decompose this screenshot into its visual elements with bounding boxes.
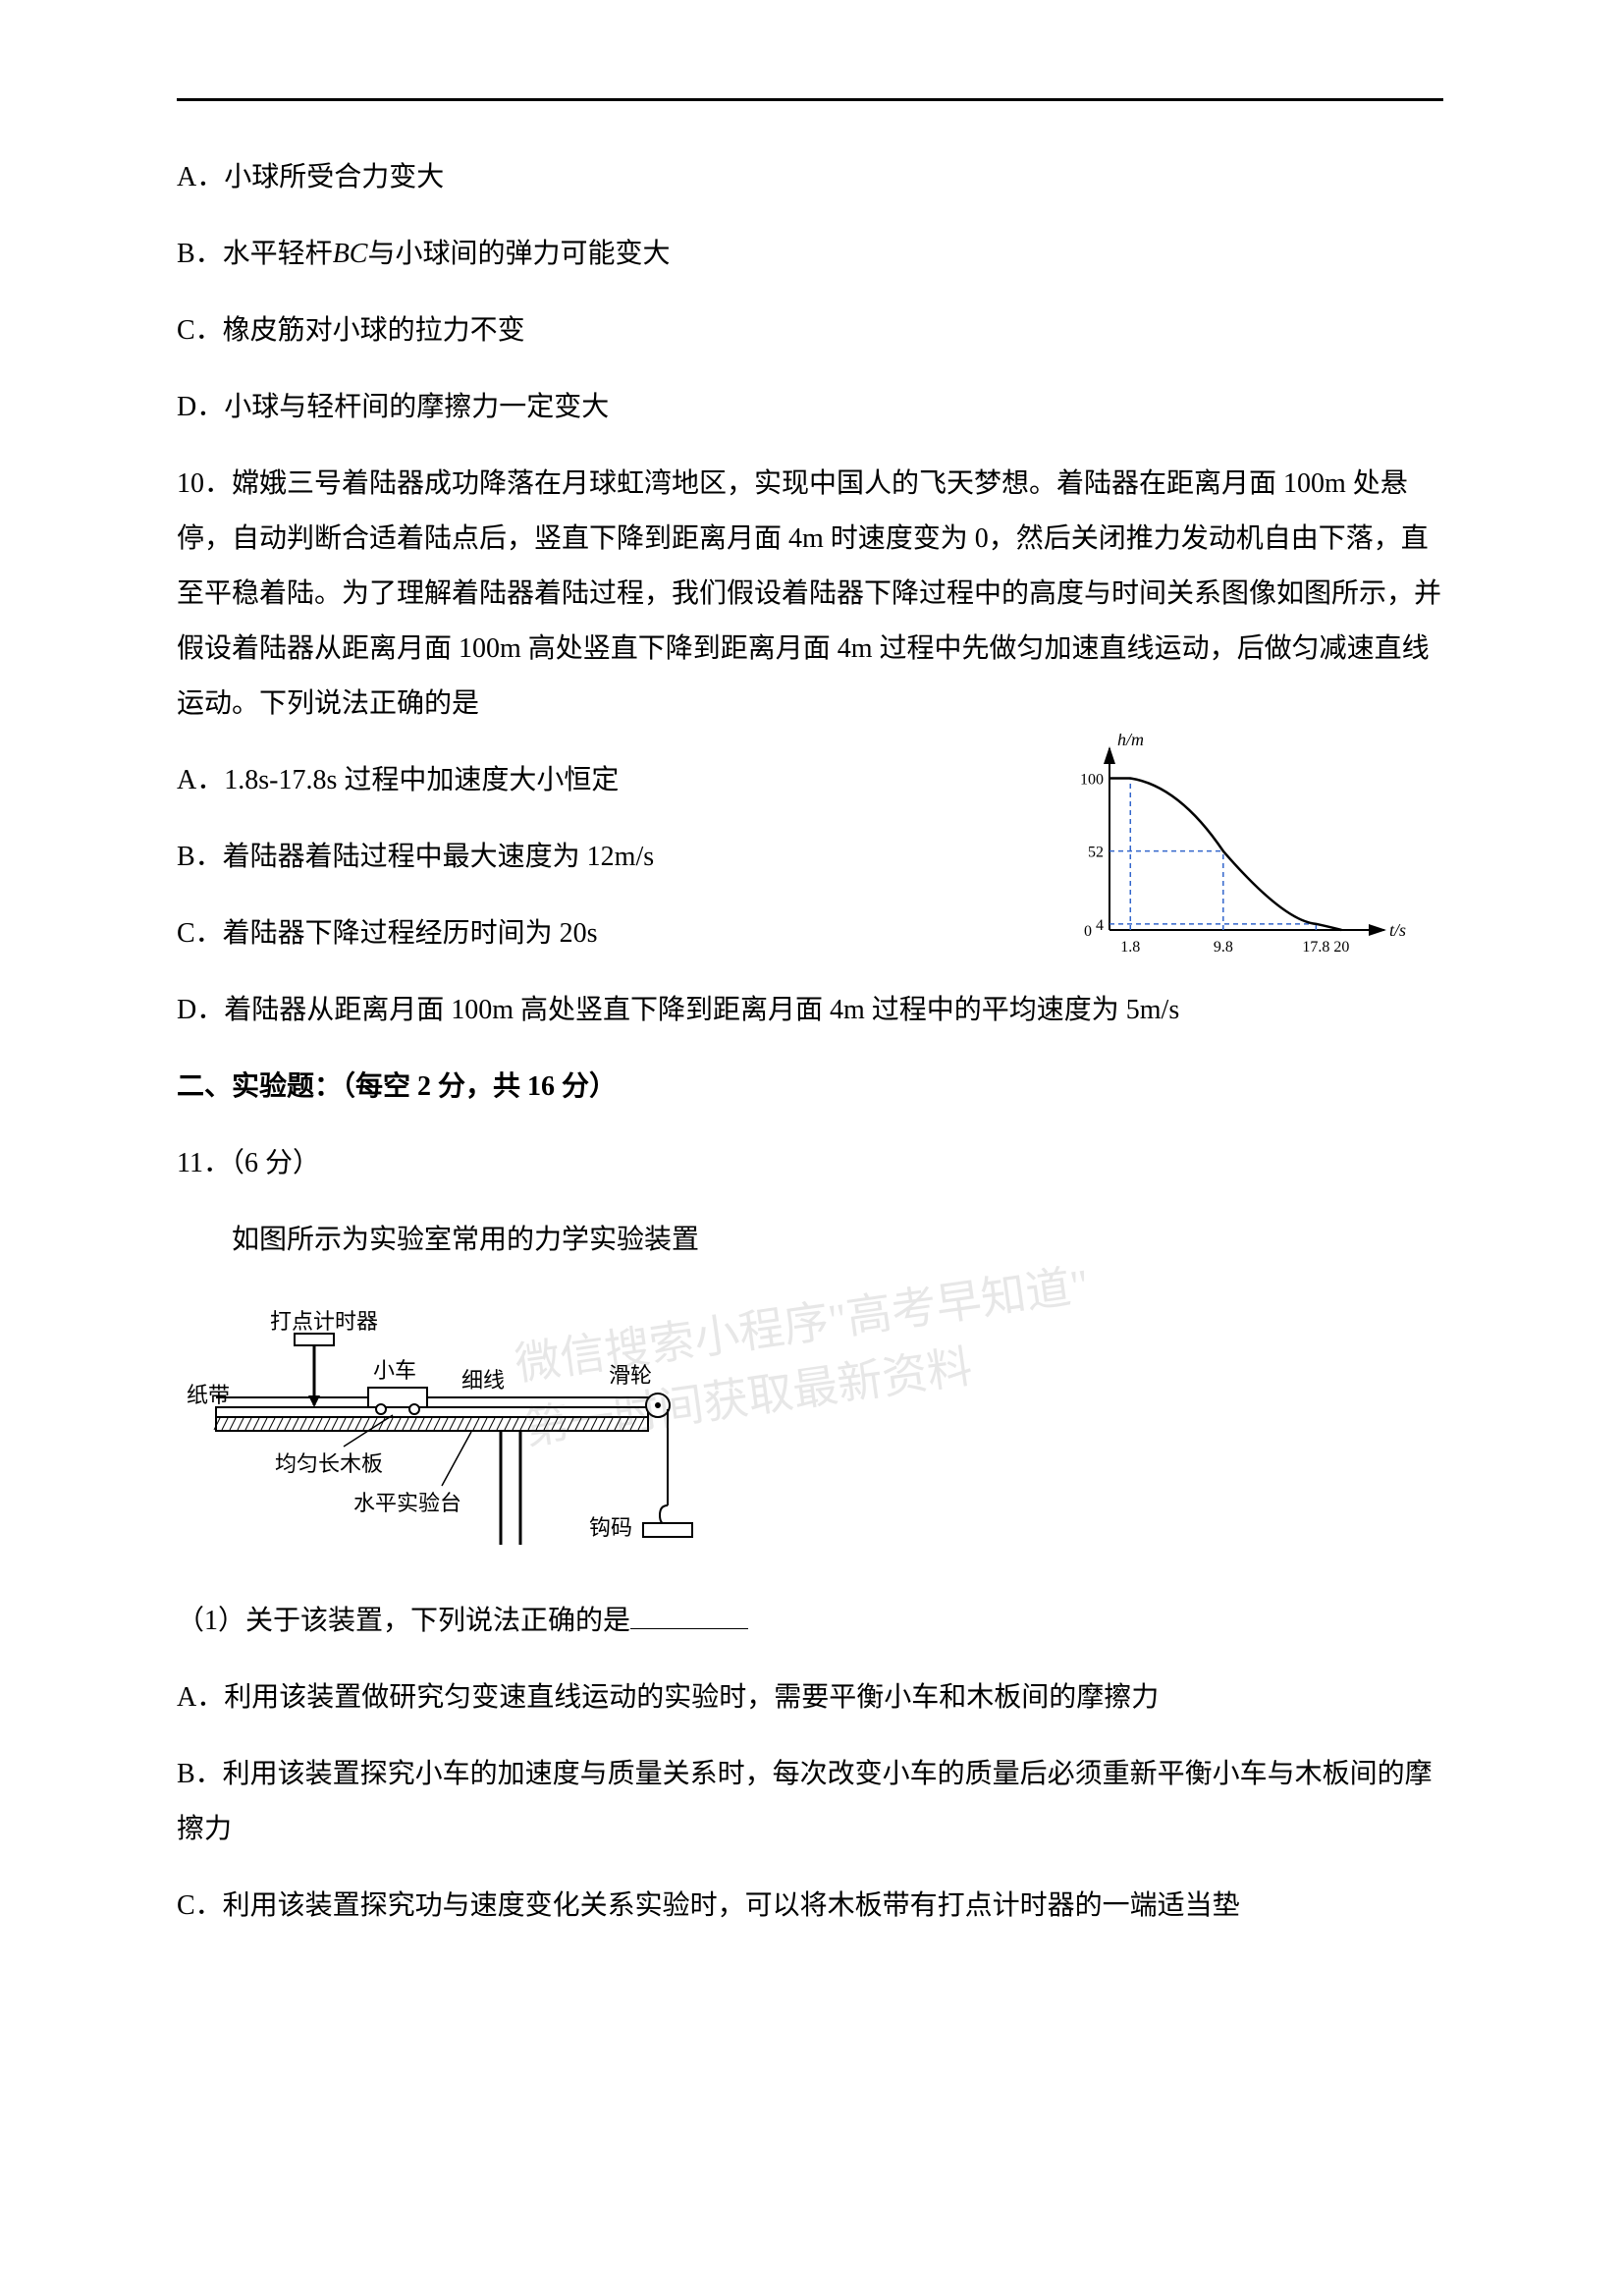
- q10-chart: t/s h/m 04 52 100 1.8 9.8 17.820: [1060, 734, 1414, 969]
- svg-text:均匀长木板: 均匀长木板: [275, 1451, 383, 1476]
- svg-text:4: 4: [1096, 917, 1104, 934]
- svg-text:9.8: 9.8: [1214, 939, 1233, 956]
- svg-text:h/m: h/m: [1117, 734, 1144, 749]
- svg-text:1.8: 1.8: [1120, 939, 1140, 956]
- q9-b-pre: B．水平轻杆: [177, 239, 333, 269]
- svg-text:打点计时器: 打点计时器: [270, 1309, 378, 1334]
- svg-text:滑轮: 滑轮: [609, 1363, 652, 1388]
- svg-text:17.8: 17.8: [1302, 939, 1329, 956]
- q10-stem: 10．嫦娥三号着陆器成功降落在月球虹湾地区，实现中国人的飞天梦想。着陆器在距离月…: [177, 457, 1443, 732]
- svg-text:水平实验台: 水平实验台: [353, 1491, 461, 1515]
- q11-option-a: A．利用该装置做研究匀变速直线运动的实验时，需要平衡小车和木板间的摩擦力: [177, 1670, 1443, 1725]
- q10-option-a: A．1.8s-17.8s 过程中加速度大小恒定: [177, 753, 1060, 808]
- q10-option-b: B．着陆器着陆过程中最大速度为 12m/s: [177, 830, 1060, 885]
- q9-option-d: D．小球与轻杆间的摩擦力一定变大: [177, 380, 1443, 435]
- q11-sub1-text: （1）关于该装置，下列说法正确的是: [177, 1606, 630, 1636]
- svg-text:小车: 小车: [373, 1358, 416, 1383]
- q11-option-b: B．利用该装置探究小车的加速度与质量关系时，每次改变小车的质量后必须重新平衡小车…: [177, 1747, 1443, 1857]
- svg-text:100: 100: [1080, 771, 1104, 788]
- q9-b-post: 与小球间的弹力可能变大: [367, 239, 670, 269]
- svg-text:t/s: t/s: [1389, 920, 1406, 940]
- q11-option-c: C．利用该装置探究功与速度变化关系实验时，可以将木板带有打点计时器的一端适当垫: [177, 1879, 1443, 1934]
- q10-option-d: D．着陆器从距离月面 100m 高处竖直下降到距离月面 4m 过程中的平均速度为…: [177, 983, 1443, 1038]
- page-content: A．小球所受合力变大 B．水平轻杆BC与小球间的弹力可能变大 C．橡皮筋对小球的…: [177, 98, 1443, 1955]
- svg-text:52: 52: [1088, 845, 1104, 861]
- q10-options-wrap: A．1.8s-17.8s 过程中加速度大小恒定 B．着陆器着陆过程中最大速度为 …: [177, 753, 1443, 1038]
- q10-option-c: C．着陆器下降过程经历时间为 20s: [177, 906, 1060, 961]
- q11-diagram: 纸带 打点计时器小车 细线 滑轮均匀长木板水平实验台钩码: [177, 1289, 727, 1564]
- q11-intro: 如图所示为实验室常用的力学实验装置: [177, 1213, 1443, 1268]
- q9-b-var: BC: [333, 239, 368, 269]
- q11-sub1: （1）关于该装置，下列说法正确的是: [177, 1594, 1443, 1649]
- q9-option-c: C．橡皮筋对小球的拉力不变: [177, 303, 1443, 358]
- q11-header: 11．（6 分）: [177, 1136, 1443, 1191]
- svg-text:钩码: 钩码: [589, 1515, 632, 1540]
- svg-text:0: 0: [1084, 923, 1092, 940]
- svg-text:纸带: 纸带: [187, 1383, 230, 1407]
- svg-text:20: 20: [1333, 939, 1349, 956]
- section2-title: 二、实验题：（每空 2 分，共 16 分）: [177, 1060, 1443, 1115]
- svg-text:细线: 细线: [461, 1368, 505, 1393]
- header-rule: [177, 98, 1443, 101]
- q11-blank: [630, 1602, 748, 1629]
- q9-option-b: B．水平轻杆BC与小球间的弹力可能变大: [177, 227, 1443, 282]
- q9-option-a: A．小球所受合力变大: [177, 150, 1443, 205]
